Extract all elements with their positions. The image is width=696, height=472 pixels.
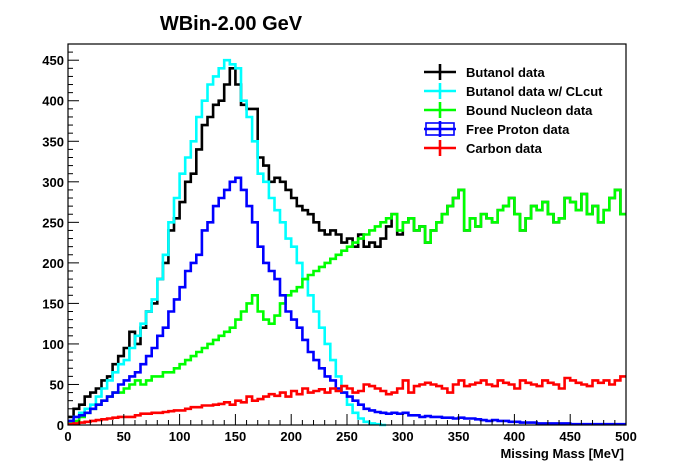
- y-tick-label-3: 150: [42, 296, 64, 311]
- x-tick-label-8: 400: [504, 429, 526, 444]
- legend-label-1: Butanol data w/ CLcut: [466, 84, 603, 99]
- x-tick-label-0: 0: [64, 429, 71, 444]
- axes-layer: 0 50 100 150 200 250 300 350 400 450 500 0 50 100 150 2…: [42, 43, 637, 444]
- y-tick-label-9: 450: [42, 53, 64, 68]
- series-line-1: [68, 58, 387, 427]
- x-tick-label-2: 100: [169, 429, 191, 444]
- y-tick-label-7: 350: [42, 134, 64, 149]
- y-tick-label-6: 300: [42, 175, 64, 190]
- legend-label-2: Bound Nucleon data: [466, 103, 593, 118]
- series-line-4: [68, 375, 626, 426]
- x-tick-label-4: 200: [280, 429, 302, 444]
- legend-label-3: Free Proton data: [466, 122, 570, 137]
- x-tick-label-7: 350: [448, 429, 470, 444]
- y-tick-label-8: 400: [42, 94, 64, 109]
- x-tick-label-5: 250: [336, 429, 358, 444]
- legend: Butanol data Butanol data w/ CLcut Bound N…: [424, 64, 603, 156]
- y-tick-label-1: 50: [50, 377, 64, 392]
- y-tick-label-2: 100: [42, 337, 64, 352]
- x-tick-label-6: 300: [392, 429, 414, 444]
- x-tick-label-10: 500: [615, 429, 637, 444]
- series-layer: [68, 58, 626, 427]
- x-axis-label: Missing Mass [MeV]: [500, 446, 624, 461]
- y-tick-label-4: 200: [42, 256, 64, 271]
- x-tick-label-1: 50: [117, 429, 131, 444]
- chart-title: WBin-2.00 GeV: [160, 13, 303, 35]
- series-line-2: [68, 188, 626, 425]
- x-tick-label-3: 150: [225, 429, 247, 444]
- legend-label-4: Carbon data: [466, 141, 543, 156]
- legend-label-0: Butanol data: [466, 65, 545, 80]
- y-tick-label-0: 0: [57, 418, 64, 433]
- y-tick-label-5: 250: [42, 215, 64, 230]
- x-tick-label-9: 450: [559, 429, 581, 444]
